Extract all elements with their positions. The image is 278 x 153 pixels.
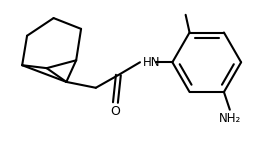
Text: HN: HN [143, 56, 160, 69]
Text: NH₂: NH₂ [219, 112, 241, 125]
Text: O: O [110, 105, 120, 118]
